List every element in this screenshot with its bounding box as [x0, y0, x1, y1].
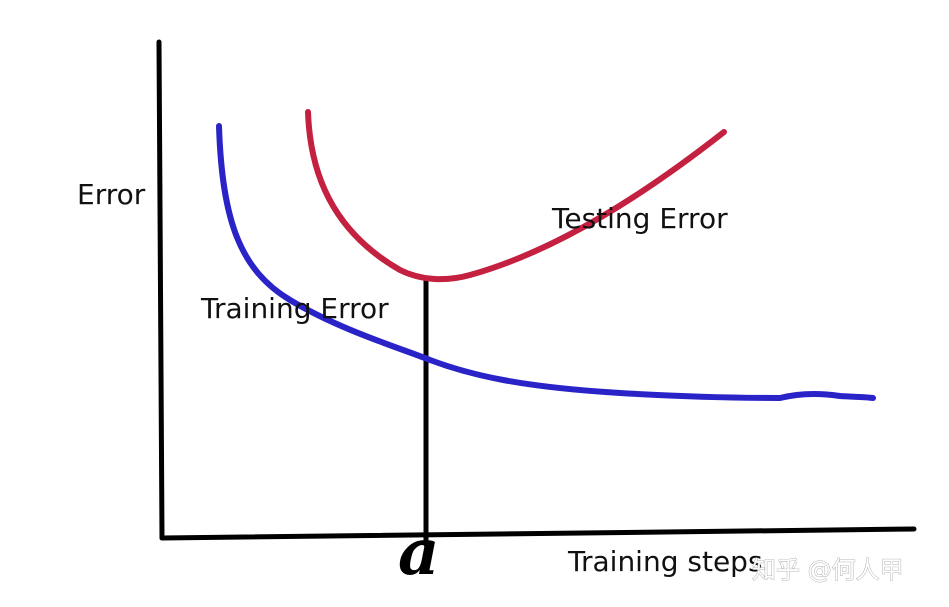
training-error-curve — [216, 123, 876, 401]
x-axis — [159, 526, 917, 541]
x-axis-label: Training steps — [567, 545, 763, 578]
testing-error-curve — [305, 109, 727, 283]
axes — [156, 39, 917, 541]
y-axis-label: Error — [77, 178, 146, 211]
training-error-label: Training Error — [200, 292, 389, 325]
y-axis — [156, 39, 165, 541]
testing-error-label: Testing Error — [551, 202, 728, 235]
watermark: 知乎 @何人甲 — [752, 556, 904, 584]
marker-label-a: a — [398, 515, 439, 590]
